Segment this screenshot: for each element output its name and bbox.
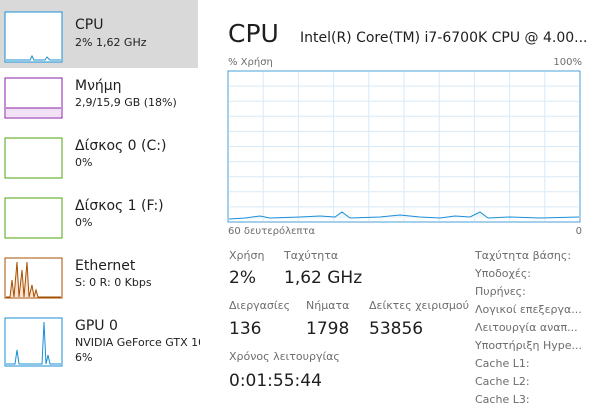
specs: Ταχύτητα βάσης: Υποδοχές: Πυρήνες: Λογικοί …: [474, 249, 582, 406]
processor-name: Intel(R) Core(TM) i7-6700K CPU @ 4.00...: [300, 30, 588, 46]
spec-label: Cache L2:: [475, 375, 530, 388]
mem-thumb-fill: [6, 108, 61, 117]
stat-value: 53856: [369, 319, 423, 339]
thumbnails: [4, 11, 63, 367]
spec-label: Ταχύτητα βάσης:: [474, 249, 571, 262]
panel-title: CPU: [228, 19, 279, 48]
stat-label: Χρόνος λειτουργίας: [229, 350, 340, 363]
graph-grid: [229, 72, 579, 221]
graph-line: [228, 211, 580, 220]
item-detail: S: 0 R: 0 Kbps: [75, 276, 152, 289]
sidebar: CPU 2% 1,62 GHz Μνήμη 2,9/15,9 GB (18%) …: [0, 0, 205, 367]
spec-label: Πυρήνες:: [475, 285, 526, 298]
item-detail: 2% 1,62 GHz: [75, 36, 147, 49]
cpu-thumb: [4, 11, 63, 63]
item-detail: 0%: [75, 156, 92, 169]
stat-value: 2%: [229, 268, 256, 288]
disk0-thumb: [4, 137, 63, 179]
item-detail: 0%: [75, 216, 92, 229]
item-name[interactable]: Δίσκος 0 (C:): [75, 138, 166, 154]
stat-value: 1,62 GHz: [284, 268, 362, 288]
spec-label: Cache L1:: [475, 357, 530, 370]
item-detail: NVIDIA GeForce GTX 10: [75, 336, 205, 349]
spec-label: Λογικοί επεξεργα...: [475, 303, 582, 316]
spec-label: Υποστήριξη Hype...: [474, 339, 582, 352]
gpu-thumb: [4, 317, 63, 367]
graph: [227, 70, 581, 223]
spec-label: Λειτουργία αναπ...: [475, 321, 578, 334]
item-name[interactable]: CPU: [75, 17, 103, 33]
graph-y-max: 100%: [553, 57, 582, 68]
graph-x-label: 60 δευτερόλεπτα: [228, 225, 315, 237]
stat-value: 1798: [306, 319, 349, 339]
item-name[interactable]: GPU 0: [75, 318, 118, 334]
stat-label: Νήματα: [306, 299, 349, 312]
cpu-thumb-line: [6, 54, 61, 61]
item-name[interactable]: Μνήμη: [75, 78, 122, 94]
stat-label: Διεργασίες: [229, 299, 290, 312]
spec-label: Υποδοχές:: [474, 267, 531, 280]
item-name[interactable]: Δίσκος 1 (F:): [75, 198, 164, 214]
eth-thumb-line: [6, 261, 61, 298]
spec-label: Cache L3:: [475, 393, 530, 406]
item-detail: 6%: [75, 351, 92, 364]
stat-value: 136: [229, 319, 261, 339]
stat-label: Ταχύτητα: [283, 249, 338, 262]
stat-label: Δείκτες χειρισμού: [369, 299, 469, 312]
item-name[interactable]: Ethernet: [75, 258, 136, 274]
graph-y-label: % Χρήση: [228, 56, 273, 68]
gpu-thumb-line: [6, 321, 61, 365]
graph-x-min: 0: [576, 226, 582, 237]
item-detail: 2,9/15,9 GB (18%): [75, 96, 177, 109]
disk1-thumb: [4, 197, 63, 239]
stat-value: 0:01:55:44: [229, 371, 322, 391]
stat-label: Χρήση: [229, 249, 264, 262]
